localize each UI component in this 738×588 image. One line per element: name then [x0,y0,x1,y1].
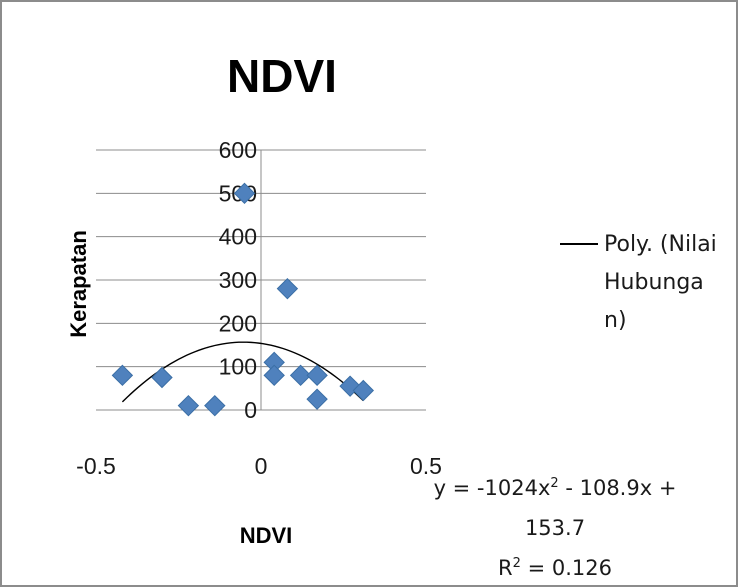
y-tick-label: 600 [219,137,257,163]
y-tick-label: 200 [219,310,257,336]
scatter-point [204,394,226,417]
legend-line-swatch [560,243,598,245]
x-tick-label: 0 [255,453,268,479]
y-tick-label: 100 [219,354,257,380]
scatter-point [111,364,134,387]
y-tick-label: 300 [219,267,257,293]
scatter-point [177,394,200,417]
r-squared-label: R2 = 0.126 [498,556,612,580]
x-axis-label: NDVI [240,523,293,548]
scatter-point [352,379,375,402]
trendline-equation: y = -1024x2 - 108.9x + 153.7 R2 = 0.126 [400,468,710,588]
y-tick-label: 0 [244,397,257,423]
equation-line-2: 153.7 [524,516,586,540]
y-axis-label: Kerapatan [66,230,91,338]
chart-title: NDVI [227,50,337,102]
scatter-point [263,364,285,387]
y-tick-label: 400 [219,224,257,250]
scatter-point [306,364,328,387]
scatter-point [151,366,173,389]
legend-label: Poly. (Nilai Hubungan) [604,232,717,333]
y-tick-labels: 0100200300400500600 [219,137,257,423]
scatter-point [276,277,299,300]
scatter-point [233,182,256,205]
x-tick-labels: -0.5 0 0.5 [76,453,442,479]
scatter-point [289,364,312,387]
x-tick-label: 0.5 [410,453,442,479]
x-tick-label: -0.5 [76,453,116,479]
data-points [111,182,375,417]
scatter-point [306,388,328,410]
equation-line-1: y = -1024x2 - 108.9x + [433,476,677,500]
